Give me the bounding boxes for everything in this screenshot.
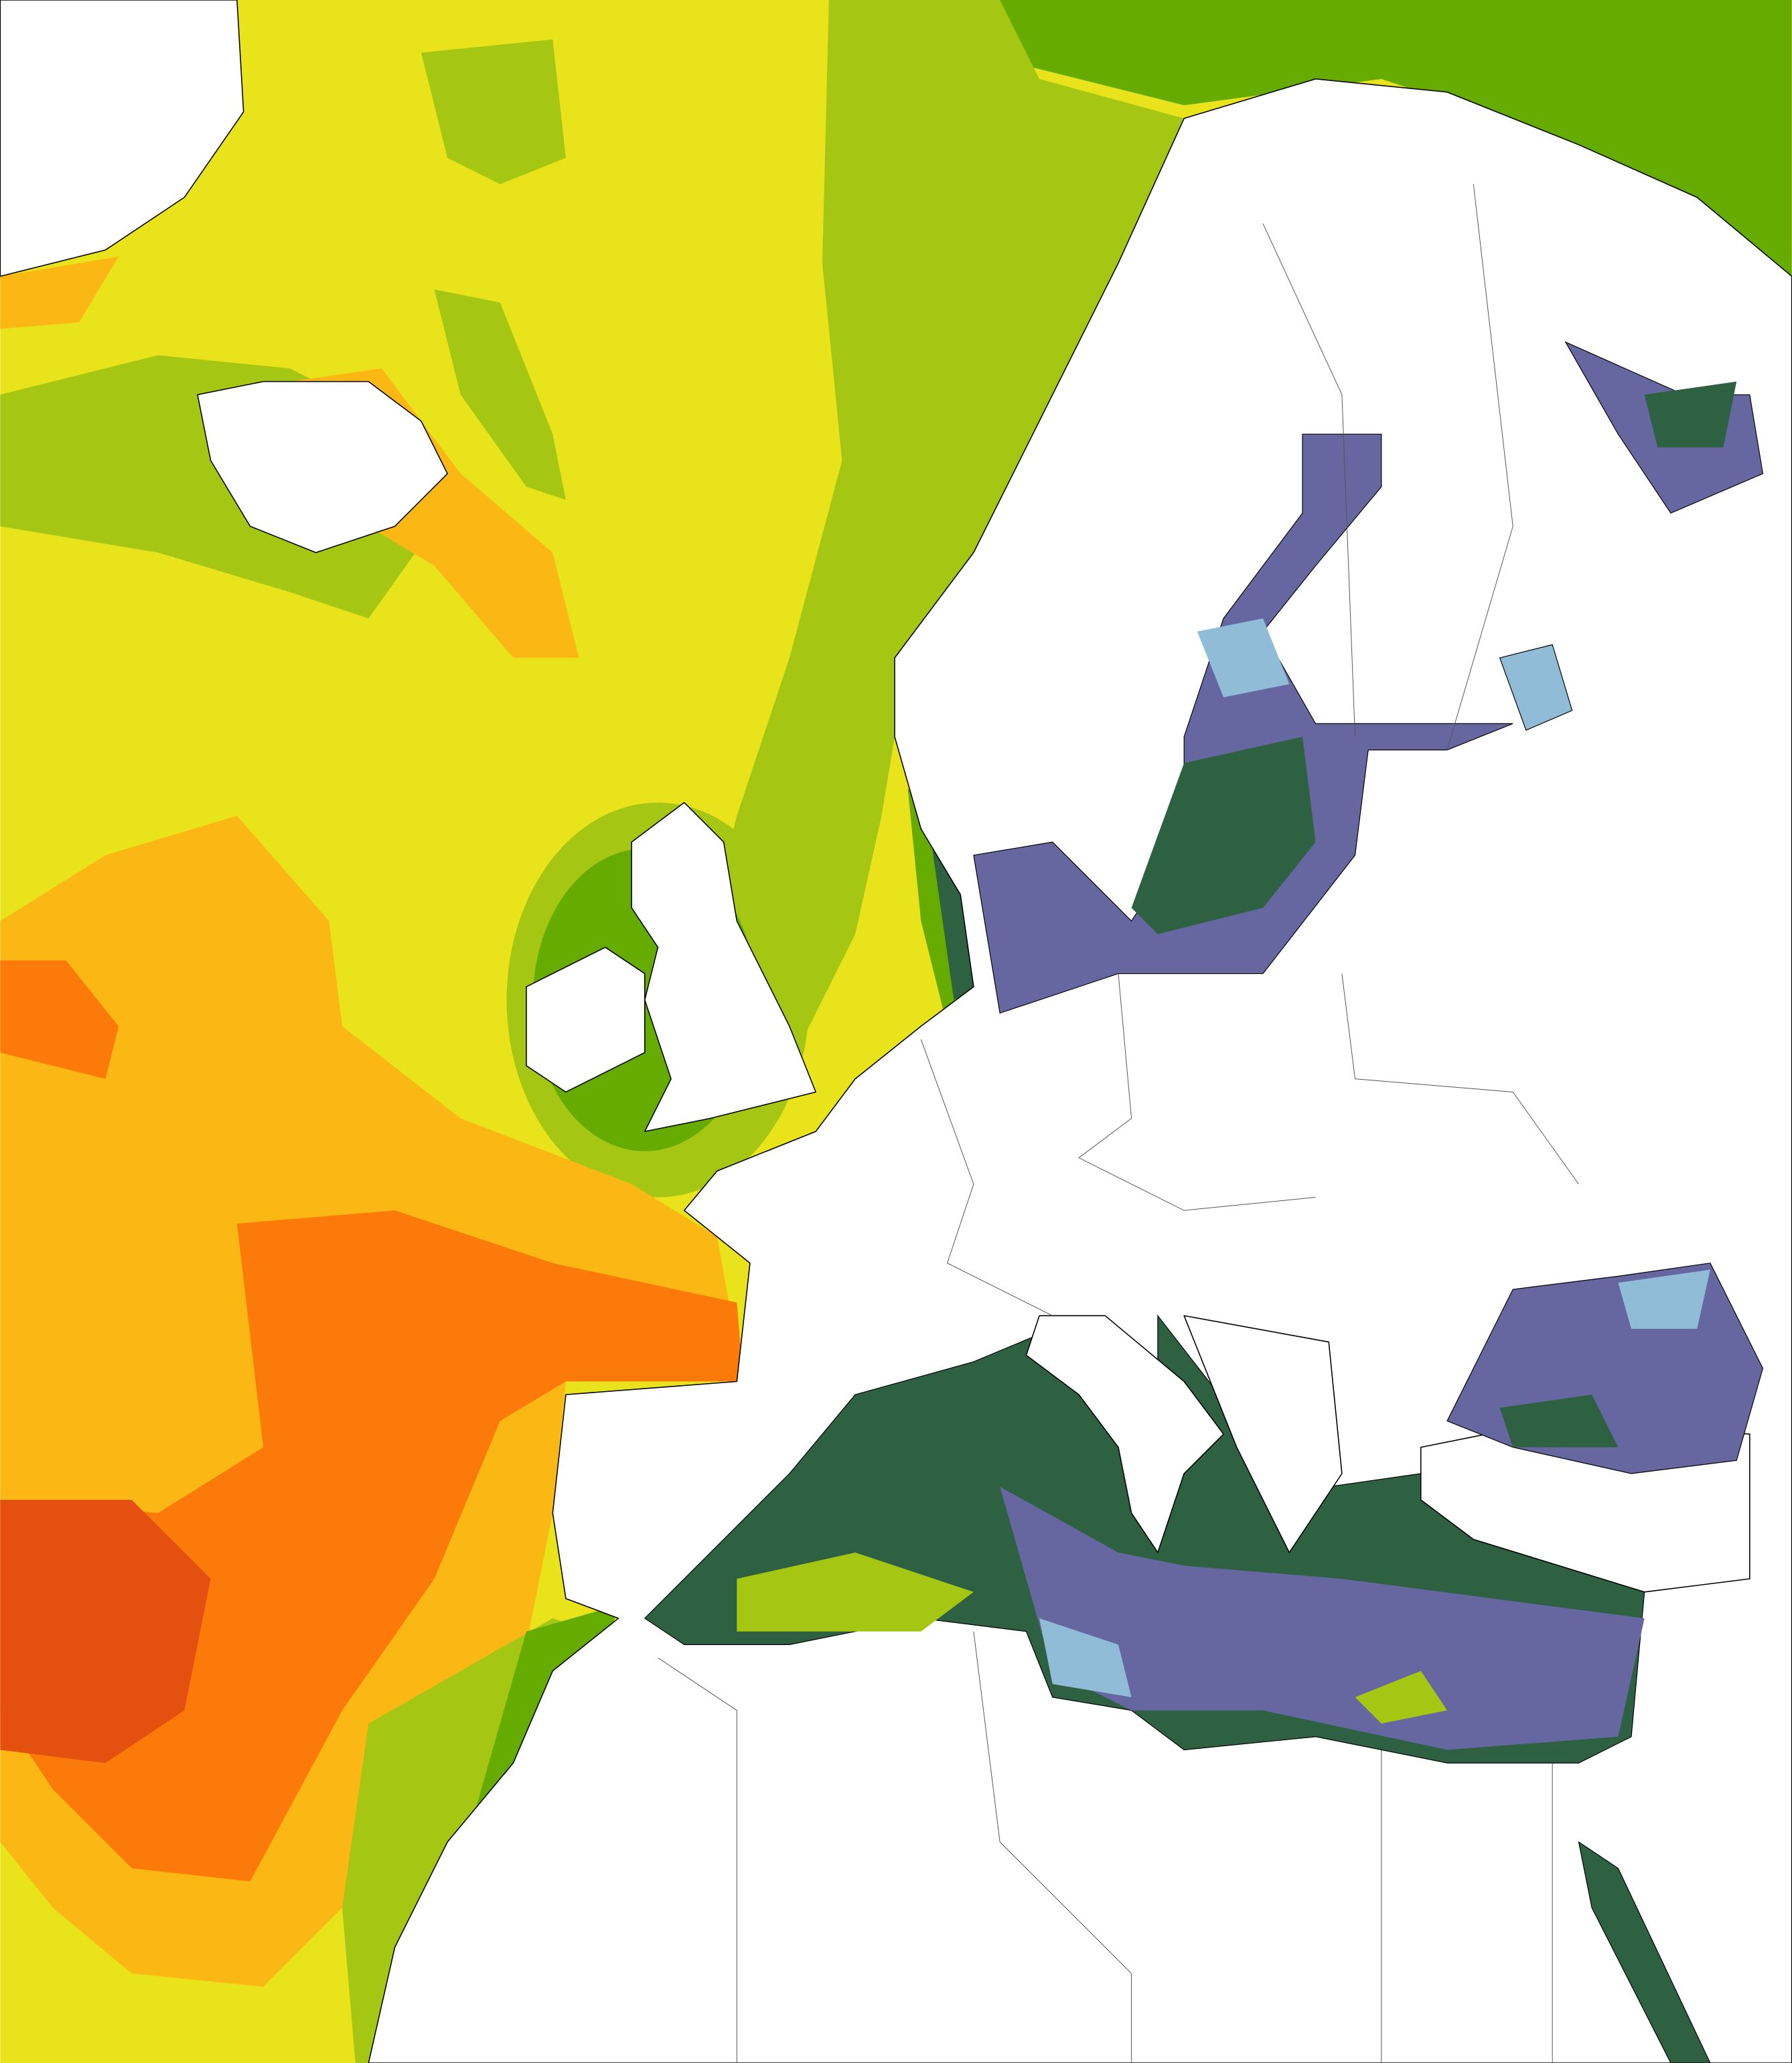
zone-light-green xyxy=(711,0,1185,1053)
zone-dark-green xyxy=(1499,1395,1619,1447)
zone-light-green xyxy=(434,289,566,500)
balkans xyxy=(1183,1315,1343,1553)
zone-purple xyxy=(1000,1486,1645,1750)
border xyxy=(658,1657,737,2063)
zone-light-green xyxy=(1355,1670,1448,1724)
zone-dark-green xyxy=(1644,381,1737,447)
ireland xyxy=(526,946,646,1093)
zone-red xyxy=(0,1500,211,1764)
zone-light-blue xyxy=(1039,1618,1132,1697)
lake xyxy=(1499,644,1573,731)
zone-dark-green xyxy=(1131,737,1316,934)
zone-green xyxy=(986,0,1792,277)
zone-light-blue xyxy=(1618,1269,1710,1329)
border xyxy=(973,1631,1132,2063)
iceland xyxy=(197,380,448,553)
zone-orange xyxy=(0,960,119,1079)
border xyxy=(1446,184,1513,750)
border xyxy=(1341,973,1579,1185)
zone-orange-yellow xyxy=(0,257,119,330)
zone-light-green xyxy=(737,1552,974,1632)
greenland xyxy=(0,0,244,277)
zone-light-blue xyxy=(1197,618,1290,698)
italy xyxy=(1025,1315,1224,1553)
red-sea xyxy=(1578,1841,1711,2063)
border xyxy=(1078,973,1316,1211)
zone-light-green xyxy=(421,39,566,184)
zone-orange xyxy=(0,1210,744,1881)
great-britain xyxy=(631,802,816,1133)
border xyxy=(1262,223,1356,737)
border xyxy=(920,1039,1053,1316)
